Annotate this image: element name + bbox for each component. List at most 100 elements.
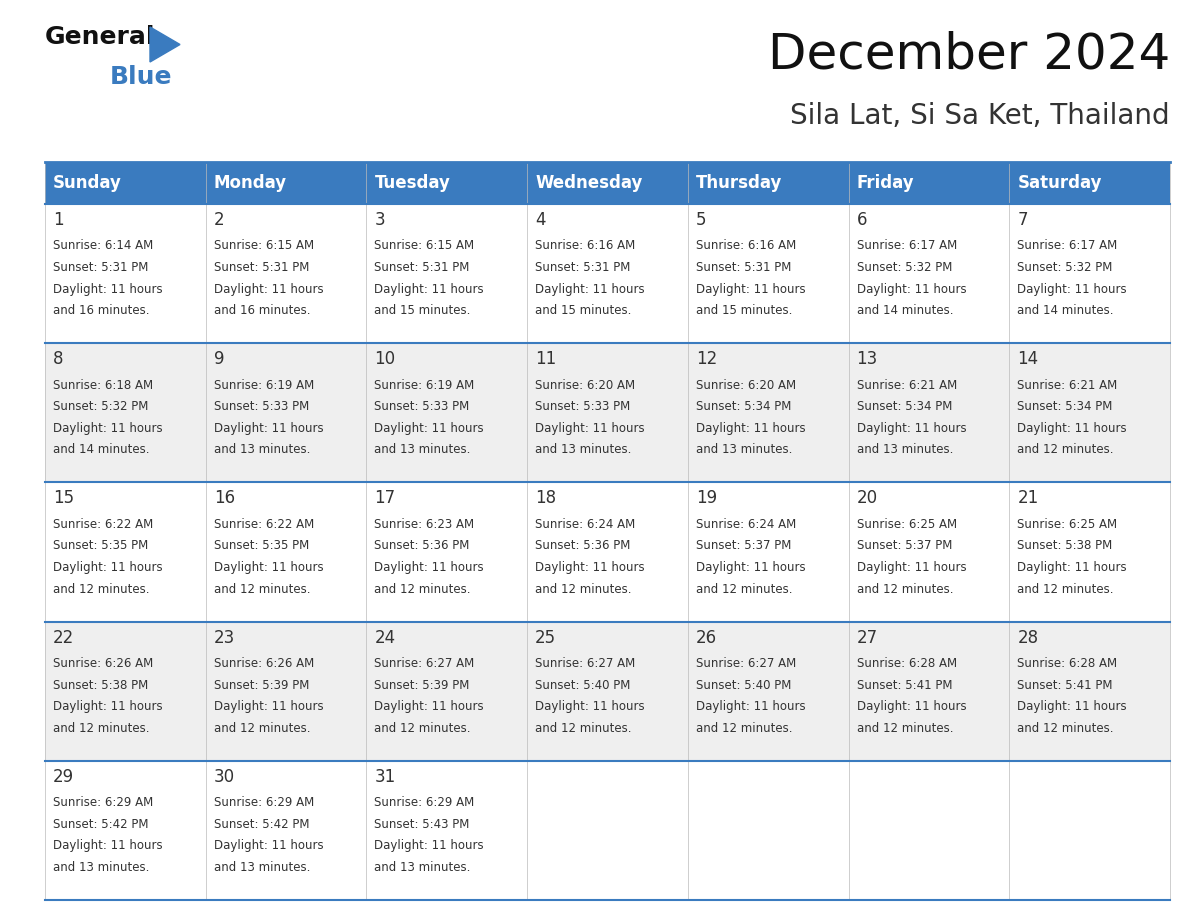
Text: General: General — [45, 25, 156, 49]
Text: 16: 16 — [214, 489, 235, 508]
Text: Daylight: 11 hours: Daylight: 11 hours — [857, 283, 966, 296]
Text: Sunset: 5:41 PM: Sunset: 5:41 PM — [857, 678, 952, 691]
Text: and 15 minutes.: and 15 minutes. — [696, 304, 792, 318]
Text: Sunrise: 6:29 AM: Sunrise: 6:29 AM — [53, 796, 153, 810]
Text: Sunset: 5:38 PM: Sunset: 5:38 PM — [53, 678, 148, 691]
Text: 9: 9 — [214, 350, 225, 368]
Text: Sunset: 5:37 PM: Sunset: 5:37 PM — [696, 540, 791, 553]
Text: Sunset: 5:32 PM: Sunset: 5:32 PM — [857, 261, 952, 274]
Text: 5: 5 — [696, 211, 707, 229]
Text: Daylight: 11 hours: Daylight: 11 hours — [1017, 422, 1127, 435]
Text: Sunrise: 6:28 AM: Sunrise: 6:28 AM — [1017, 657, 1118, 670]
Text: Sunrise: 6:17 AM: Sunrise: 6:17 AM — [1017, 240, 1118, 252]
Text: 12: 12 — [696, 350, 718, 368]
Text: and 13 minutes.: and 13 minutes. — [535, 443, 632, 456]
Bar — [45, 482, 1170, 621]
Text: 3: 3 — [374, 211, 385, 229]
Text: and 13 minutes.: and 13 minutes. — [53, 861, 150, 874]
Text: and 13 minutes.: and 13 minutes. — [696, 443, 792, 456]
Text: and 13 minutes.: and 13 minutes. — [214, 861, 310, 874]
Text: and 14 minutes.: and 14 minutes. — [1017, 304, 1114, 318]
Bar — [45, 204, 1170, 343]
Bar — [45, 162, 206, 204]
Text: Sunrise: 6:18 AM: Sunrise: 6:18 AM — [53, 379, 153, 392]
Text: Daylight: 11 hours: Daylight: 11 hours — [214, 839, 323, 853]
Text: December 2024: December 2024 — [767, 30, 1170, 78]
Text: and 15 minutes.: and 15 minutes. — [535, 304, 632, 318]
Text: and 12 minutes.: and 12 minutes. — [535, 722, 632, 734]
Text: Daylight: 11 hours: Daylight: 11 hours — [1017, 561, 1127, 574]
Text: Sunrise: 6:17 AM: Sunrise: 6:17 AM — [857, 240, 956, 252]
Text: Sunrise: 6:29 AM: Sunrise: 6:29 AM — [214, 796, 314, 810]
Text: 22: 22 — [53, 629, 75, 646]
Text: Daylight: 11 hours: Daylight: 11 hours — [214, 422, 323, 435]
Bar — [45, 621, 1170, 761]
Text: Daylight: 11 hours: Daylight: 11 hours — [53, 283, 163, 296]
Text: Sunrise: 6:22 AM: Sunrise: 6:22 AM — [214, 518, 314, 531]
Text: Daylight: 11 hours: Daylight: 11 hours — [696, 700, 805, 713]
Text: Sunset: 5:31 PM: Sunset: 5:31 PM — [214, 261, 309, 274]
Text: Daylight: 11 hours: Daylight: 11 hours — [374, 283, 484, 296]
Text: Sunset: 5:40 PM: Sunset: 5:40 PM — [696, 678, 791, 691]
Text: Daylight: 11 hours: Daylight: 11 hours — [374, 422, 484, 435]
Text: Sunrise: 6:20 AM: Sunrise: 6:20 AM — [535, 379, 636, 392]
Text: Sunset: 5:33 PM: Sunset: 5:33 PM — [535, 400, 631, 413]
Text: Daylight: 11 hours: Daylight: 11 hours — [1017, 283, 1127, 296]
Text: Sunrise: 6:25 AM: Sunrise: 6:25 AM — [1017, 518, 1118, 531]
Text: Sunrise: 6:26 AM: Sunrise: 6:26 AM — [214, 657, 314, 670]
Text: Sunrise: 6:26 AM: Sunrise: 6:26 AM — [53, 657, 153, 670]
Text: 20: 20 — [857, 489, 878, 508]
Text: Sunset: 5:39 PM: Sunset: 5:39 PM — [374, 678, 469, 691]
Text: 15: 15 — [53, 489, 74, 508]
Text: 28: 28 — [1017, 629, 1038, 646]
Text: and 13 minutes.: and 13 minutes. — [374, 861, 470, 874]
Text: Sunrise: 6:20 AM: Sunrise: 6:20 AM — [696, 379, 796, 392]
Text: and 12 minutes.: and 12 minutes. — [857, 722, 953, 734]
Text: and 13 minutes.: and 13 minutes. — [374, 443, 470, 456]
Text: Daylight: 11 hours: Daylight: 11 hours — [857, 422, 966, 435]
Text: Thursday: Thursday — [696, 174, 782, 192]
Text: 8: 8 — [53, 350, 63, 368]
Text: Sunrise: 6:27 AM: Sunrise: 6:27 AM — [696, 657, 796, 670]
Text: 11: 11 — [535, 350, 556, 368]
Text: Daylight: 11 hours: Daylight: 11 hours — [214, 561, 323, 574]
Text: Daylight: 11 hours: Daylight: 11 hours — [535, 422, 645, 435]
Text: Sunset: 5:33 PM: Sunset: 5:33 PM — [214, 400, 309, 413]
Text: Sunrise: 6:25 AM: Sunrise: 6:25 AM — [857, 518, 956, 531]
Text: and 12 minutes.: and 12 minutes. — [374, 722, 470, 734]
Text: Daylight: 11 hours: Daylight: 11 hours — [53, 700, 163, 713]
Text: Daylight: 11 hours: Daylight: 11 hours — [535, 283, 645, 296]
Text: Daylight: 11 hours: Daylight: 11 hours — [1017, 700, 1127, 713]
Text: Sunrise: 6:19 AM: Sunrise: 6:19 AM — [214, 379, 314, 392]
Text: and 14 minutes.: and 14 minutes. — [53, 443, 150, 456]
Text: and 12 minutes.: and 12 minutes. — [214, 722, 310, 734]
Text: Sunset: 5:42 PM: Sunset: 5:42 PM — [214, 818, 309, 831]
Text: and 14 minutes.: and 14 minutes. — [857, 304, 953, 318]
Text: 21: 21 — [1017, 489, 1038, 508]
Bar — [366, 162, 527, 204]
Text: 7: 7 — [1017, 211, 1028, 229]
Text: Daylight: 11 hours: Daylight: 11 hours — [857, 700, 966, 713]
Bar — [688, 162, 848, 204]
Text: Daylight: 11 hours: Daylight: 11 hours — [53, 422, 163, 435]
Text: and 12 minutes.: and 12 minutes. — [857, 583, 953, 596]
Text: Sunset: 5:32 PM: Sunset: 5:32 PM — [1017, 261, 1113, 274]
Text: Sunset: 5:43 PM: Sunset: 5:43 PM — [374, 818, 469, 831]
Text: Sunset: 5:34 PM: Sunset: 5:34 PM — [857, 400, 952, 413]
Text: Sunrise: 6:28 AM: Sunrise: 6:28 AM — [857, 657, 956, 670]
Text: Daylight: 11 hours: Daylight: 11 hours — [53, 561, 163, 574]
Text: Daylight: 11 hours: Daylight: 11 hours — [374, 700, 484, 713]
Text: and 13 minutes.: and 13 minutes. — [214, 443, 310, 456]
Text: Sunrise: 6:27 AM: Sunrise: 6:27 AM — [374, 657, 475, 670]
Text: and 12 minutes.: and 12 minutes. — [696, 722, 792, 734]
Text: Sunrise: 6:27 AM: Sunrise: 6:27 AM — [535, 657, 636, 670]
Text: 23: 23 — [214, 629, 235, 646]
Text: Daylight: 11 hours: Daylight: 11 hours — [535, 561, 645, 574]
Text: Monday: Monday — [214, 174, 286, 192]
Text: and 12 minutes.: and 12 minutes. — [214, 583, 310, 596]
Text: 4: 4 — [535, 211, 545, 229]
Text: Friday: Friday — [857, 174, 915, 192]
Text: Saturday: Saturday — [1017, 174, 1101, 192]
Text: Daylight: 11 hours: Daylight: 11 hours — [214, 700, 323, 713]
Text: and 12 minutes.: and 12 minutes. — [1017, 443, 1114, 456]
